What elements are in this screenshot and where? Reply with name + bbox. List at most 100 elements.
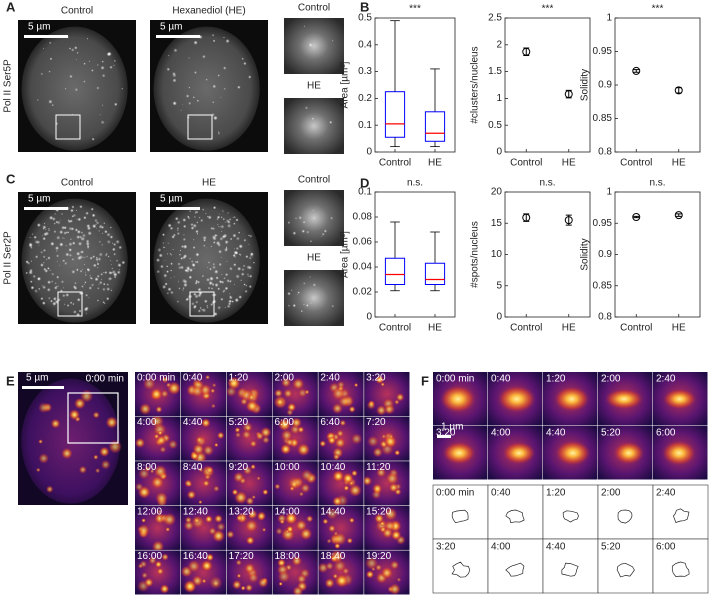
punctum: [191, 262, 196, 267]
micrograph: [318, 505, 364, 550]
punctum: [228, 293, 231, 295]
punctum: [71, 205, 75, 209]
box: [424, 111, 446, 142]
punctum: [113, 272, 118, 277]
x-tick-label: HE: [428, 158, 442, 169]
punctum: [179, 249, 182, 252]
punctum: [195, 229, 199, 234]
punctum: [113, 252, 116, 256]
punctum: [34, 255, 39, 259]
punctum: [113, 64, 115, 67]
image-title: Control: [61, 6, 93, 17]
box: [384, 91, 406, 138]
punctum: [237, 85, 241, 89]
punctum: [321, 232, 325, 236]
punctum: [235, 559, 242, 566]
punctum: [62, 287, 65, 289]
punctum: [83, 216, 87, 220]
punctum: [43, 232, 48, 237]
punctum: [205, 374, 211, 380]
punctum: [25, 271, 29, 275]
y-tick-label: 0.1: [358, 120, 372, 131]
y-tick-label: 0.2: [358, 93, 372, 104]
punctum: [384, 507, 398, 521]
frame-time: 10:40: [320, 462, 345, 473]
nucleus: [21, 378, 121, 504]
punctum: [181, 245, 184, 249]
punctum: [212, 282, 214, 285]
punctum: [166, 265, 169, 268]
punctum: [204, 515, 213, 524]
punctum: [70, 238, 72, 241]
punctum: [33, 235, 37, 239]
frame-time: 18:40: [320, 551, 345, 562]
punctum: [342, 567, 350, 575]
punctum: [144, 466, 151, 472]
frame-time: 7:20: [366, 417, 386, 428]
condensate-outline: [505, 509, 525, 523]
punctum: [337, 395, 351, 408]
punctum: [243, 238, 247, 242]
frame-time: 1:20: [229, 373, 249, 384]
punctum: [214, 442, 219, 448]
punctum: [255, 431, 265, 441]
punctum: [32, 274, 36, 278]
punctum: [173, 48, 178, 53]
y-tick-label: 0.5: [488, 120, 502, 131]
frame-time: 2:40: [320, 373, 340, 384]
punctum: [248, 256, 252, 260]
punctum: [240, 279, 243, 282]
punctum: [224, 307, 226, 309]
micrograph: [226, 550, 272, 595]
punctum: [178, 253, 182, 256]
outline-cell: [542, 484, 599, 540]
punctum: [212, 84, 217, 89]
outline-cell: [432, 484, 489, 540]
punctum: [192, 443, 205, 456]
punctum: [261, 435, 270, 444]
y-tick-label: 0.04: [353, 262, 373, 273]
punctum: [223, 277, 226, 280]
punctum: [42, 227, 45, 230]
punctum: [162, 512, 177, 527]
punctum: [71, 48, 75, 52]
punctum: [31, 233, 34, 236]
punctum: [196, 221, 199, 224]
punctum: [216, 522, 226, 532]
punctum: [212, 39, 216, 43]
punctum: [242, 465, 253, 476]
punctum: [247, 234, 251, 237]
punctum: [348, 517, 355, 524]
frame-time: 5:20: [601, 428, 621, 439]
image-title: Control: [61, 178, 93, 189]
frame-time: 0:40: [491, 488, 511, 499]
punctum: [332, 496, 343, 506]
condensate-outline: [451, 509, 469, 524]
punctum: [51, 103, 54, 107]
micrograph: [272, 416, 318, 461]
punctum: [65, 293, 70, 297]
mean-marker: [674, 211, 683, 220]
punctum: [245, 255, 249, 259]
punctum: [77, 217, 82, 222]
punctum: [135, 437, 146, 449]
y-tick-label: 5: [496, 280, 502, 291]
punctum: [182, 287, 185, 290]
punctum: [214, 269, 219, 274]
punctum: [262, 527, 267, 532]
punctum: [234, 251, 239, 255]
punctum: [164, 282, 168, 286]
punctum: [280, 429, 293, 442]
punctum: [43, 261, 45, 264]
frame-time: 18:00: [275, 551, 300, 562]
punctum: [57, 285, 60, 287]
punctum: [300, 469, 313, 482]
punctum: [182, 237, 187, 242]
punctum: [232, 233, 237, 238]
punctum: [45, 258, 48, 261]
punctum: [162, 233, 165, 237]
condensate-outline: [616, 562, 635, 578]
micrograph: [598, 426, 653, 480]
punctum: [48, 99, 53, 104]
punctum: [248, 284, 252, 289]
